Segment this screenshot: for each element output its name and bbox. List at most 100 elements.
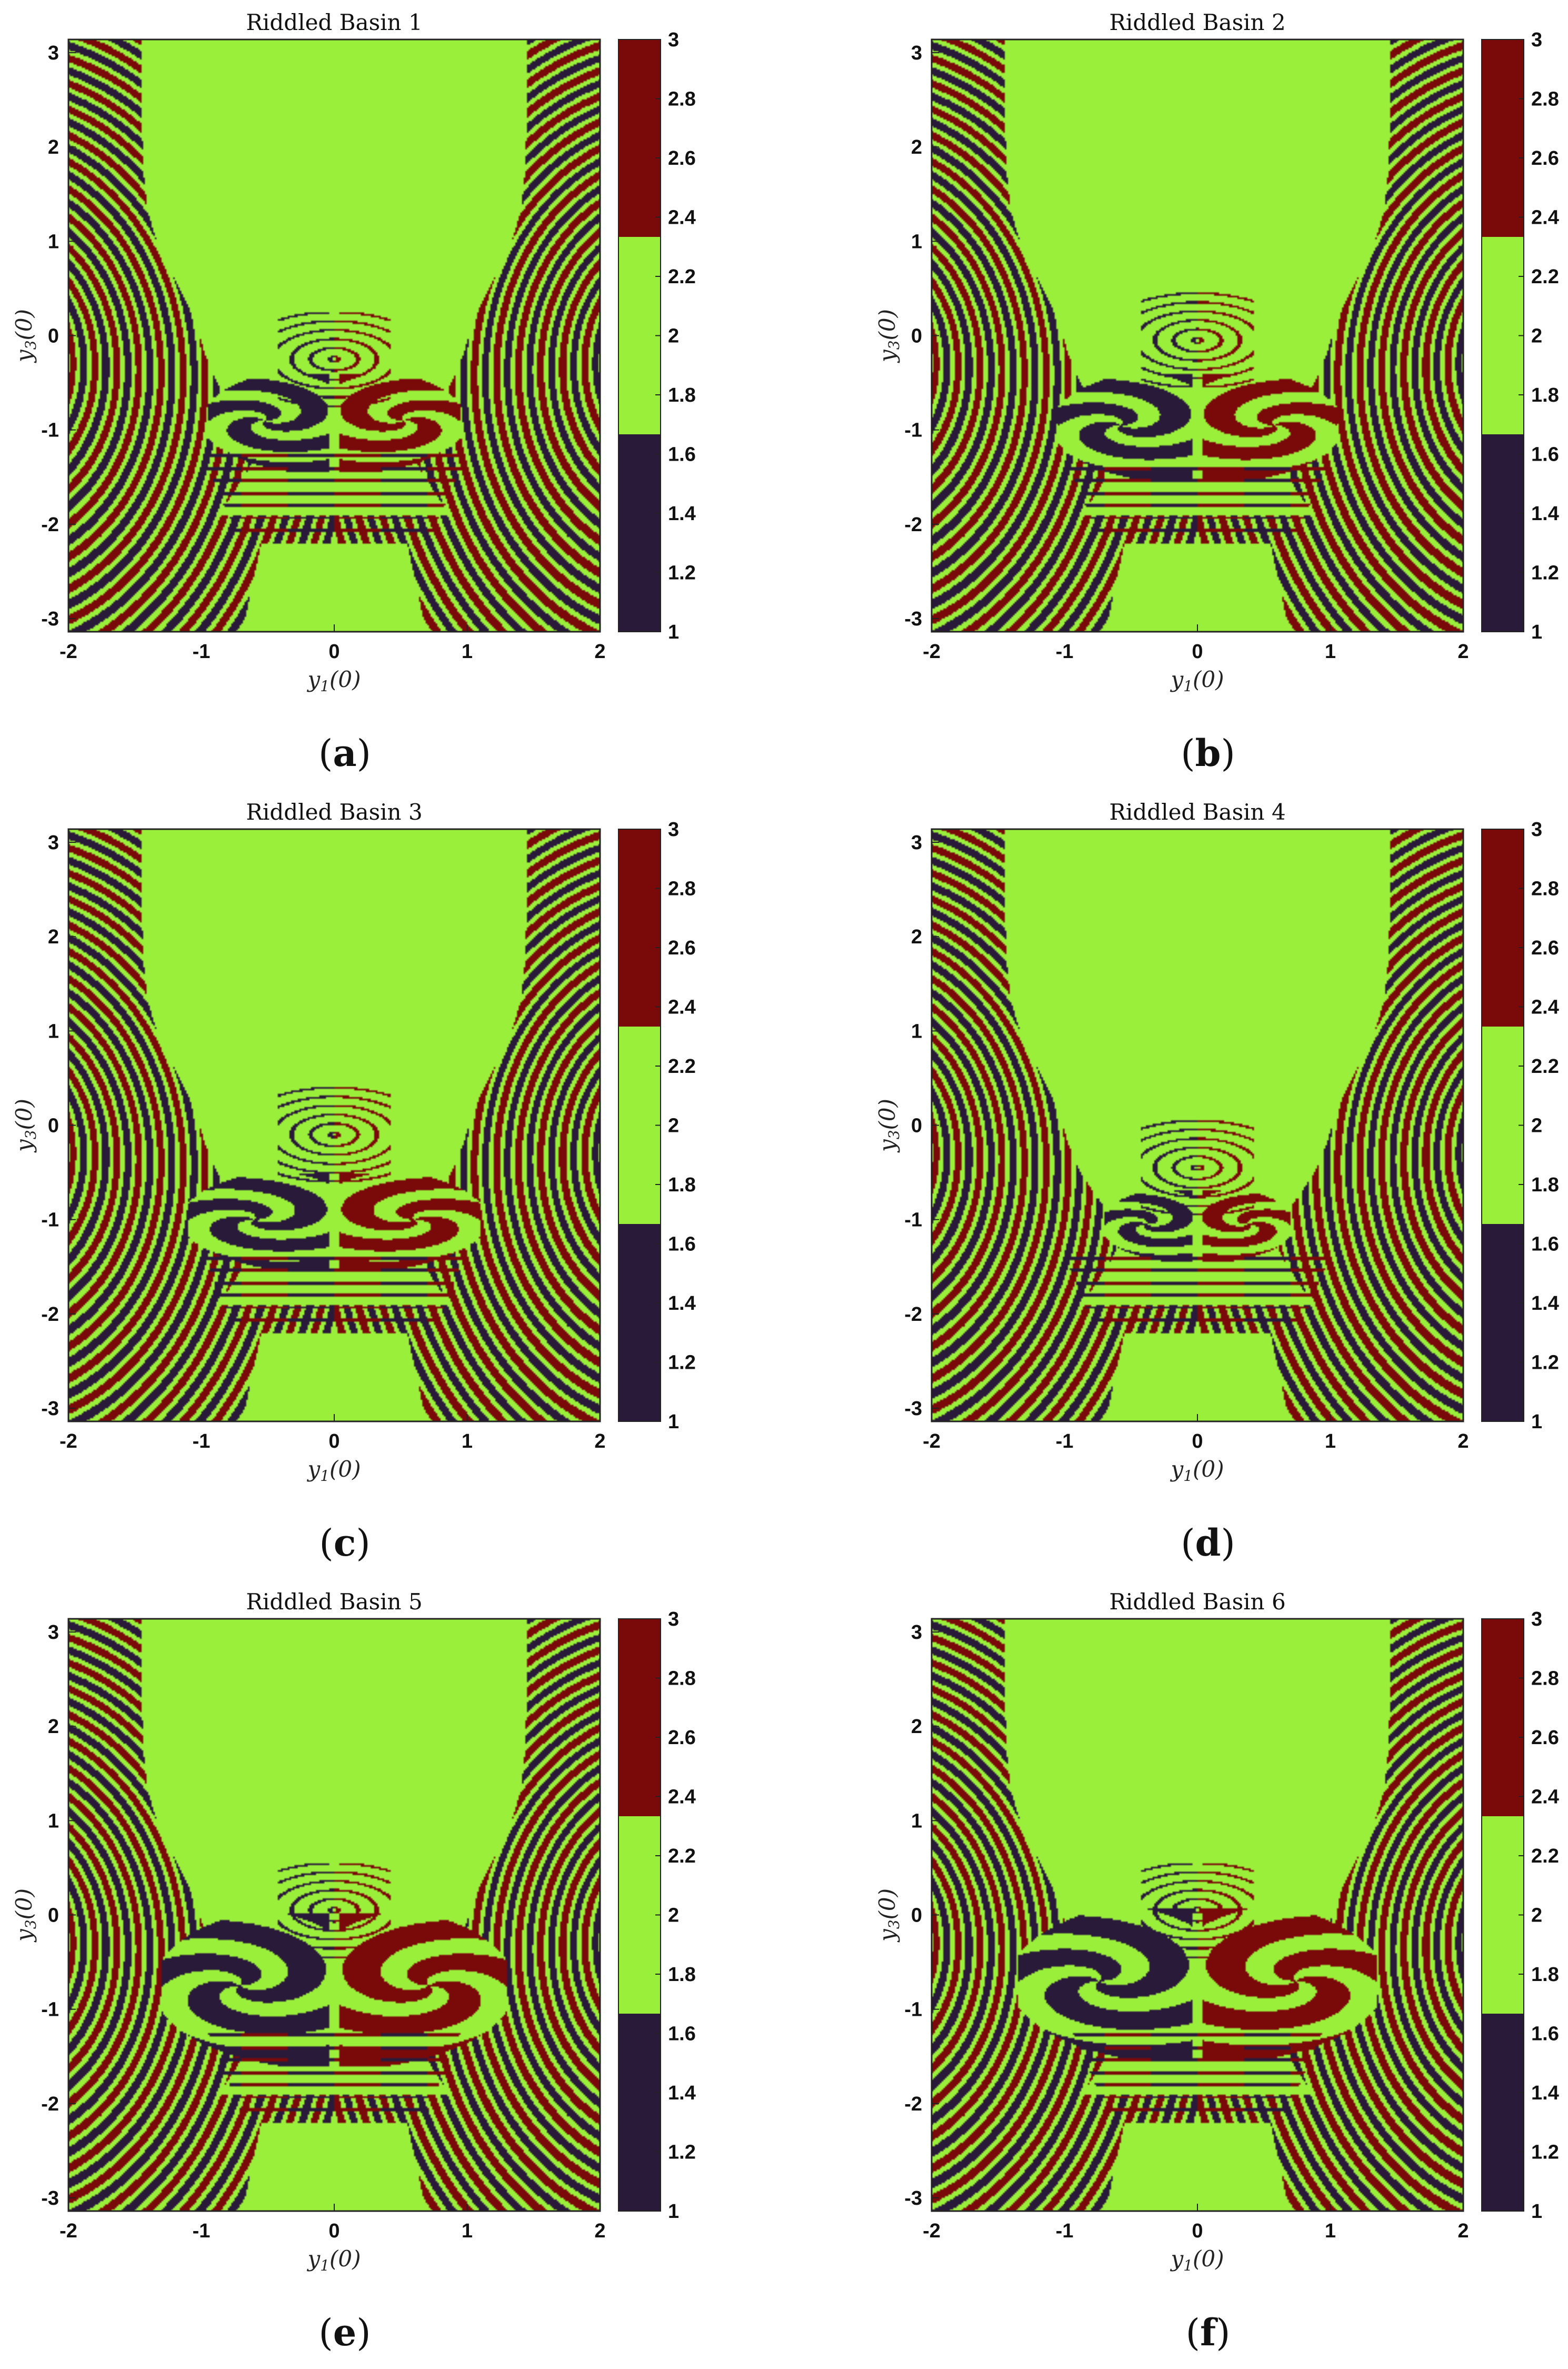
colorbar-tick-label: 1.2	[1531, 2142, 1559, 2164]
colorbar-tick-label: 1	[1531, 2201, 1542, 2223]
y-tick-label: 0	[48, 1115, 59, 1137]
panel-title: Riddled Basin 1	[246, 9, 422, 35]
y-tick-label: -2	[41, 1303, 59, 1326]
colorbar-segment-3	[1482, 39, 1524, 237]
y-tick-label: 1	[911, 1020, 922, 1042]
basin-panel-e: Riddled Basin 5-2 -1 0 1 23210-1-2-3y1(0)y3(…	[11, 1589, 696, 2354]
panel-letter: (b)	[1181, 731, 1235, 775]
colorbar-tick-label: 2.2	[668, 1056, 696, 1078]
x-tick-label: -2	[923, 1430, 941, 1452]
colorbar-segment-1	[618, 2014, 661, 2211]
basin-heatmap	[932, 39, 1463, 632]
panel-letter: (a)	[318, 731, 371, 775]
x-tick-label: -1	[193, 1430, 211, 1452]
colorbar-tick-label: 2.6	[668, 147, 696, 170]
colorbar-tick-label: 2.2	[1531, 266, 1559, 288]
x-tick-label: 2	[594, 2220, 605, 2242]
colorbar-tick-label: 2	[1531, 1905, 1542, 1927]
y-tick-label: 2	[911, 136, 922, 158]
colorbar-tick-label: 2.4	[668, 1786, 696, 1808]
colorbar-tick-label: 1	[668, 1411, 679, 1433]
colorbar-tick-label: 2.8	[1531, 1668, 1559, 1690]
panel-title: Riddled Basin 4	[1109, 799, 1285, 825]
y-tick-label: -3	[41, 608, 59, 630]
colorbar-tick-label: 2.4	[1531, 1786, 1559, 1808]
panel-letter-value: e	[333, 2311, 357, 2354]
panel-title: Riddled Basin 2	[1109, 9, 1285, 35]
panel-letter-value: f	[1200, 2311, 1218, 2354]
y-tick-label: -1	[904, 1999, 922, 2021]
colorbar-tick-label: 1.6	[1531, 2023, 1559, 2045]
y-tick-label: -2	[41, 2093, 59, 2115]
x-tick-label: -1	[193, 641, 211, 663]
panel-letter: (c)	[319, 1521, 370, 1565]
colorbar-tick-label: 3	[668, 29, 679, 51]
basin-panel-b: Riddled Basin 2-2 -1 0 1 23210-1-2-3y1(0)y3(…	[874, 9, 1559, 775]
x-tick-label: 2	[594, 1430, 605, 1452]
colorbar-tick-label: 1.4	[1531, 2082, 1559, 2104]
colorbar-tick-label: 1	[1531, 621, 1542, 643]
y-tick-label: -1	[41, 1999, 59, 2021]
panel-letter-value: c	[334, 1521, 356, 1565]
x-tick-label: 1	[462, 2220, 473, 2242]
y-axis-label: y3(0)	[11, 1888, 39, 1943]
colorbar-segment-1	[618, 1224, 661, 1421]
y-tick-label: 3	[911, 832, 922, 854]
x-tick-label: -1	[1056, 641, 1074, 663]
colorbar-segment-2	[618, 1027, 661, 1224]
y-tick-label: -3	[904, 2187, 922, 2209]
colorbar-tick-label: 2.2	[668, 266, 696, 288]
x-tick-label: 1	[1325, 1430, 1336, 1452]
colorbar-segment-1	[1482, 1224, 1524, 1421]
y-tick-label: 3	[911, 42, 922, 64]
x-tick-label: 2	[1457, 2220, 1469, 2242]
colorbar-tick-label: 1.2	[1531, 562, 1559, 584]
colorbar-tick-label: 1.4	[668, 1292, 696, 1315]
colorbar-tick-label: 2	[1531, 325, 1542, 347]
colorbar-tick-label: 2.4	[1531, 997, 1559, 1019]
x-axis-label: y1(0)	[306, 666, 361, 695]
colorbar-tick-label: 1.4	[668, 2082, 696, 2104]
panel-letter: (f)	[1186, 2311, 1231, 2354]
x-tick-label: 2	[1457, 641, 1469, 663]
colorbar-segment-3	[1482, 1619, 1524, 1816]
colorbar-tick-label: 2.6	[1531, 937, 1559, 959]
y-axis-label: y3(0)	[874, 1888, 903, 1943]
y-tick-label: 3	[911, 1621, 922, 1644]
x-tick-label: -1	[193, 2220, 211, 2242]
y-tick-label: -2	[904, 1303, 922, 1326]
y-tick-label: 1	[911, 231, 922, 253]
panel-title: Riddled Basin 3	[246, 799, 422, 825]
colorbar-tick-label: 2.2	[1531, 1845, 1559, 1867]
y-tick-label: 3	[48, 1621, 59, 1644]
colorbar-tick-label: 1.6	[668, 444, 696, 466]
y-tick-label: 1	[911, 1810, 922, 1832]
colorbar-tick-label: 2.6	[1531, 1727, 1559, 1749]
colorbar-tick-label: 1.8	[668, 1964, 696, 1986]
colorbar-tick-label: 3	[1531, 29, 1542, 51]
colorbar-tick-label: 2.8	[668, 1668, 696, 1690]
basin-panel-c: Riddled Basin 3-2 -1 0 1 23210-1-2-3y1(0)y3(…	[11, 799, 696, 1565]
y-axis-label: y3(0)	[874, 1099, 903, 1153]
x-axis-label: y1(0)	[1170, 666, 1224, 695]
colorbar-tick-label: 2.2	[668, 1845, 696, 1867]
y-tick-label: 3	[48, 42, 59, 64]
x-tick-label: -2	[59, 2220, 77, 2242]
x-axis-label: y1(0)	[1170, 2246, 1224, 2274]
colorbar-segment-3	[618, 829, 661, 1027]
colorbar-tick-label: 2.8	[1531, 878, 1559, 900]
colorbar-segment-1	[1482, 2014, 1524, 2211]
colorbar-segment-3	[618, 1619, 661, 1816]
y-tick-label: -3	[904, 1398, 922, 1420]
colorbar-tick-label: 1.8	[1531, 1174, 1559, 1196]
panel-letter-value: a	[333, 731, 356, 775]
colorbar-tick-label: 3	[1531, 1608, 1542, 1630]
x-tick-label: 0	[328, 2220, 339, 2242]
y-tick-label: 1	[48, 231, 59, 253]
colorbar-tick-label: 2	[668, 1905, 679, 1927]
y-tick-label: 0	[48, 1905, 59, 1927]
basin-heatmap	[68, 39, 600, 632]
y-tick-label: 2	[911, 1716, 922, 1738]
colorbar-segment-2	[1482, 237, 1524, 434]
x-tick-label: -1	[1056, 2220, 1074, 2242]
